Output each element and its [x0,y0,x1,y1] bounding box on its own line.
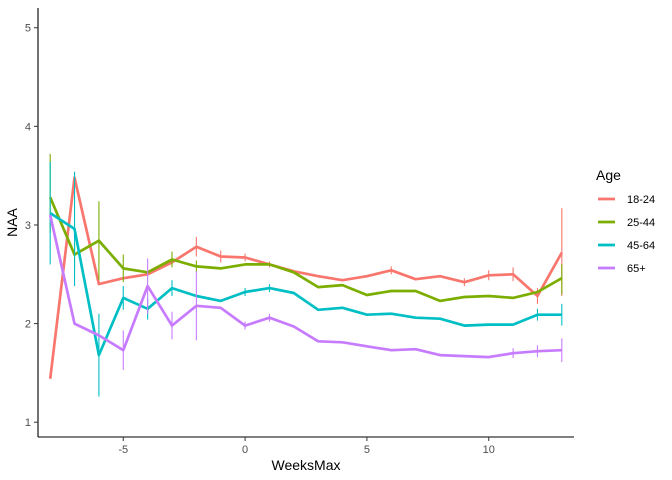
series-line [48,176,563,379]
series-line [49,211,562,357]
y-tick-label: 5 [25,23,31,35]
legend-label-18-24: 18-24 [627,194,655,206]
legend-label-25-44: 25-44 [627,217,655,229]
series-65+ [48,214,563,370]
y-tick-label: 1 [25,417,31,429]
series-45-64 [49,161,563,397]
y-tick-label: 4 [25,121,31,133]
y-axis-ticks: 1 2 3 4 5 [25,23,38,429]
x-axis-title: WeeksMax [272,457,341,473]
y-axis-title: NAA [4,207,20,236]
x-tick-label: -5 [118,444,128,456]
x-axis-ticks: -5 0 5 10 [118,437,495,456]
y-tick-label: 2 [25,319,31,331]
series-layer [48,153,563,397]
series-line [48,214,562,359]
legend-label-45-64: 45-64 [627,240,655,252]
series-line [48,196,563,303]
legend-title: Age [596,167,621,183]
x-tick-label: 0 [242,444,248,456]
x-tick-label: 5 [364,444,370,456]
x-tick-label: 10 [483,444,495,456]
legend: Age 18-24 25-44 45-64 65+ [596,167,655,275]
legend-label-65+: 65+ [627,263,646,275]
y-tick-label: 3 [25,220,31,232]
